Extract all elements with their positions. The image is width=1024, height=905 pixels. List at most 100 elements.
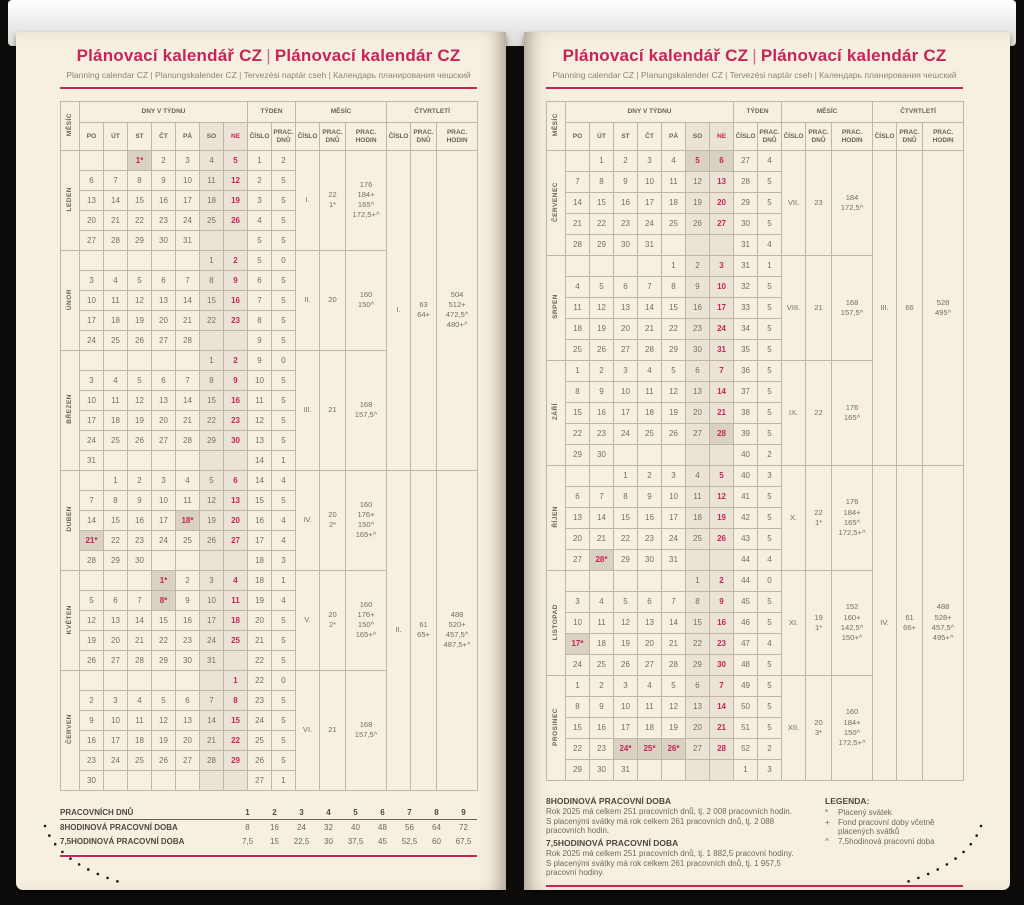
week-number-cell: 50 [733,696,759,718]
month-label: LEDEN [60,150,80,251]
day-cell: 21 [589,528,614,550]
day-cell: 22 [103,530,128,551]
day-cell [199,230,224,251]
day-cell: 7 [708,360,735,382]
day-cell: 6 [708,150,735,172]
day-cell: 22 [151,630,176,651]
week-number-cell: 44 [733,549,759,571]
week-workdays-cell: 5 [271,430,297,451]
day-cell [708,759,735,781]
day-cell: 18 [103,310,128,331]
day-cell: 20 [613,318,638,340]
day-cell: 21 [637,318,662,340]
week-workdays-cell: 0 [271,670,297,691]
workdays-value-cell: 22,5 [293,836,310,846]
week-workdays-cell: 0 [757,570,783,592]
week-number-cell: 19 [247,590,273,611]
day-cell [103,250,128,271]
week-workdays-cell: 5 [271,690,297,711]
month-workdays-cell: 21 [319,670,347,791]
day-cell: 24 [613,423,638,445]
day-cell: 26 [79,650,104,671]
day-cell: 4 [199,150,224,171]
month-hours-line: 165^ [843,412,861,422]
day-cell: 27 [613,339,638,361]
week-number-cell: 14 [247,450,273,471]
day-cell: 8 [565,381,590,403]
worktime-line: S placenými svátky má rok celkem 261 pra… [546,859,781,877]
month-workdays-line: 20 [814,717,823,727]
day-cell: 30 [637,549,662,571]
week-number-cell: 52 [733,738,759,760]
day-cell: 5 [79,590,104,611]
day-cell [565,150,590,172]
month-hours-line: 165+^ [355,530,377,540]
week-workdays-cell: 5 [757,192,783,214]
day-cell: 14 [637,297,662,319]
day-cell: 18 [637,717,662,739]
month-label-text: LEDEN [66,187,74,212]
week-workdays-cell: 5 [271,490,297,511]
day-cell: 5 [199,470,224,491]
week-workdays-header: PRAC. DNŮ [757,122,783,151]
day-cell [175,550,200,571]
month-hours-line: 150^ [357,300,375,310]
week-workdays-cell: 5 [271,330,297,351]
day-cell: 25 [127,750,152,771]
day-cell [222,770,249,791]
month-label: KVĚTEN [60,570,80,671]
day-cell: 13 [222,490,249,511]
day-cell: 22 [613,528,638,550]
day-cell: 24 [79,330,104,351]
day-cell: 5 [661,675,686,697]
day-cell: 3 [79,370,104,391]
day-cell: 22 [589,213,614,235]
month-hours-line: 160 [359,599,373,609]
day-cell [127,770,152,791]
week-number-cell: 49 [733,675,759,697]
workdays-value-cell: 15 [270,836,279,846]
day-cell: 11 [103,290,128,311]
week-workdays-cell: 5 [271,410,297,431]
week-number-cell: 22 [247,670,273,691]
month-hours-cell: 152 160+ 142,5^ 150+^ [831,570,874,676]
day-cell: 4 [661,150,686,172]
page-title: Plánovací kalendář CZ | Plánovací kalendár… [60,32,477,66]
workdays-value-cell: 64 [432,822,441,832]
day-cell: 28 [79,550,104,571]
legend: LEGENDA: * Placený svátek + Fond pracovní d… [825,793,963,878]
month-hours-line: 157,5^ [354,730,378,740]
day-cell [613,444,638,466]
week-workdays-cell: 5 [757,486,783,508]
day-cell: 21 [175,310,200,331]
day-cell: 1* [127,150,152,171]
quarter-workdays-line: 64+ [417,310,430,320]
day-cell [661,570,686,592]
month-hours-cell: 160 176+ 150^ 165+^ [345,570,388,671]
day-cell [222,330,249,351]
day-cell: 12 [613,612,638,634]
workdays-count-header: 1 [234,805,261,820]
day-cell: 26 [685,213,710,235]
day-cell [151,450,176,471]
quarter-hours-line: 488 [450,609,464,619]
days-of-week-group-header: DNY V TÝDNU [564,101,735,123]
workdays-value-row: 7,5HODINOVÁ PRACOVNÍ DOBA 7,5 15 22,5 30 37,5… [60,834,477,848]
week-row: KVĚTEN 1* 2 3 4 18 1 V. 20 2* 160 176+ 150^ 165+^ [60,570,478,671]
day-cell: 2 [685,255,710,277]
day-cell: 11 [637,381,662,403]
month-workdays-header: PRAC. DNŮ [805,122,833,151]
quarter-group-header: ČTVRTLETÍ [386,101,479,123]
day-cell: 2 [637,465,662,487]
week-number-cell: 31 [733,234,759,256]
month-hours-line: 165+^ [355,630,377,640]
week-row: ČERVEN 1 22 0 VI. 21 168 157,5^ [60,670,478,791]
month-workdays-line: 2* [328,520,337,530]
day-cell: 28 [565,234,590,256]
day-header-út: ÚT [103,122,128,151]
day-cell: 16 [79,730,104,751]
quarter-hours-line: 528+ [934,612,952,622]
day-cell: 21 [103,210,128,231]
week-row: 28 29 30 31 31 4 [547,234,964,256]
month-hours-line: 160 [845,707,859,717]
